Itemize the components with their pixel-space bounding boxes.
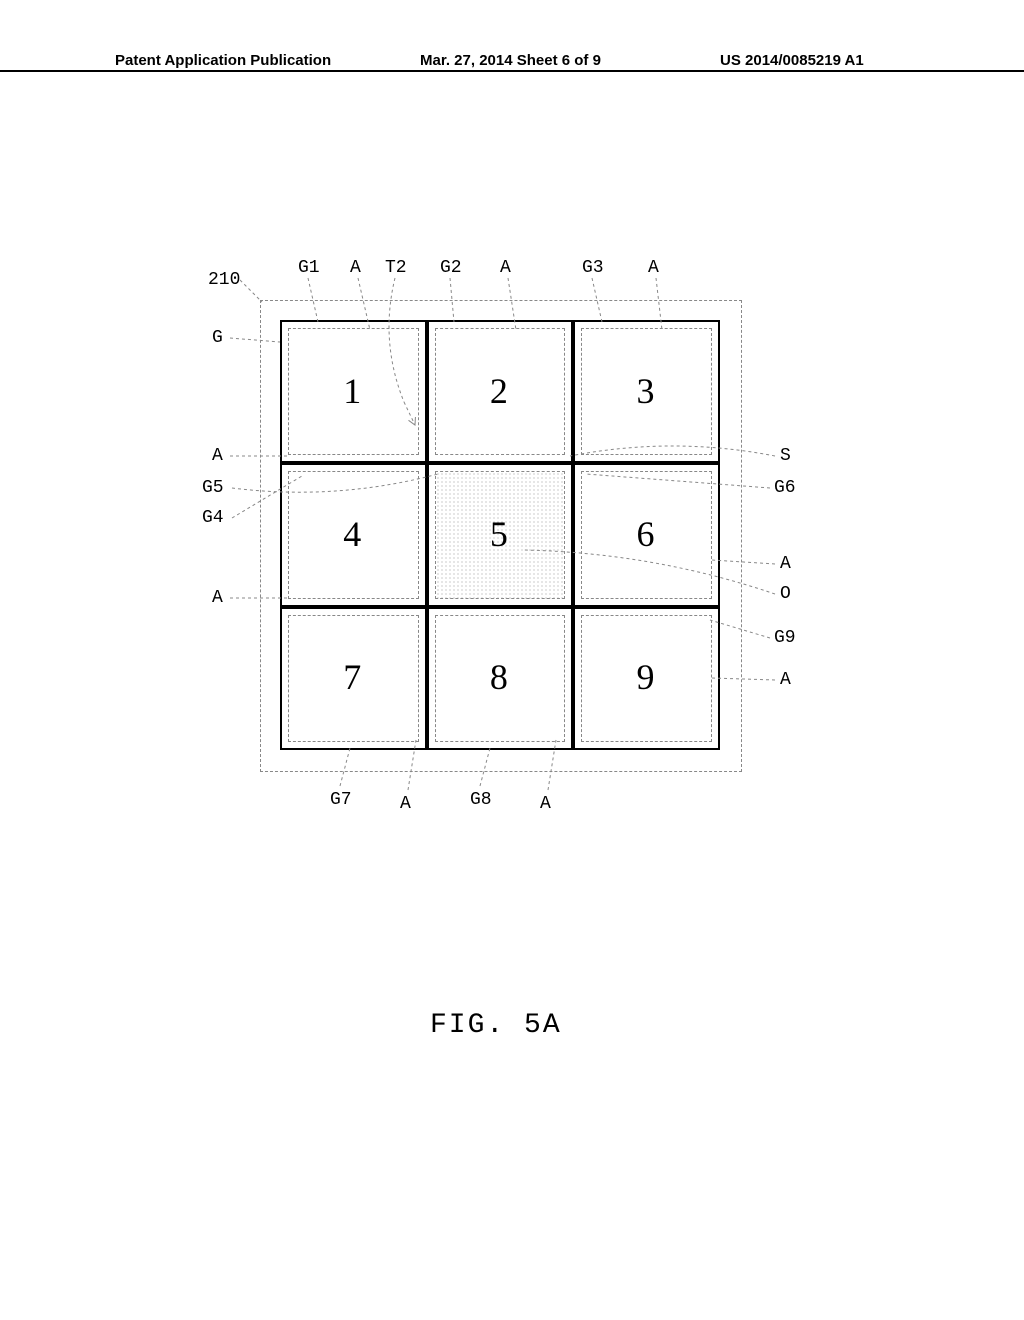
cell-number: 9 bbox=[637, 656, 655, 698]
cell-number: 2 bbox=[490, 370, 508, 412]
cell-number: 6 bbox=[637, 513, 655, 555]
header-rule bbox=[0, 70, 1024, 72]
ref-label: A bbox=[212, 588, 223, 608]
ref-label: G bbox=[212, 328, 223, 348]
ref-label: A bbox=[212, 446, 223, 466]
ref-label: G9 bbox=[774, 628, 796, 648]
header-right: US 2014/0085219 A1 bbox=[720, 52, 864, 69]
ref-label: G6 bbox=[774, 478, 796, 498]
ref-label: G7 bbox=[330, 790, 352, 810]
ref-label: G5 bbox=[202, 478, 224, 498]
ref-label: A bbox=[648, 258, 659, 278]
cell-number: 4 bbox=[343, 513, 361, 555]
ref-label: S bbox=[780, 446, 791, 466]
page: Patent Application Publication Mar. 27, … bbox=[0, 0, 1024, 1320]
ref-label: A bbox=[350, 258, 361, 278]
ref-label: G3 bbox=[582, 258, 604, 278]
ref-label: G1 bbox=[298, 258, 320, 278]
ref-label: A bbox=[400, 794, 411, 814]
cell-number: 3 bbox=[637, 370, 655, 412]
cell-number: 7 bbox=[343, 656, 361, 698]
ref-label: A bbox=[500, 258, 511, 278]
figure-area: 123456789 210G1AT2G2AG3AGAG5G4ASG6AOG9AG… bbox=[190, 260, 840, 820]
figure-caption: FIG. 5A bbox=[430, 1010, 562, 1041]
header-center: Mar. 27, 2014 Sheet 6 of 9 bbox=[420, 52, 601, 69]
cell-number: 1 bbox=[343, 370, 361, 412]
ref-label: 210 bbox=[208, 270, 240, 290]
ref-label: A bbox=[780, 670, 791, 690]
header-left: Patent Application Publication bbox=[115, 52, 331, 69]
ref-label: G2 bbox=[440, 258, 462, 278]
cell-number: 8 bbox=[490, 656, 508, 698]
ref-label: A bbox=[540, 794, 551, 814]
ref-label: A bbox=[780, 554, 791, 574]
cell-number: 5 bbox=[490, 513, 508, 555]
ref-label: O bbox=[780, 584, 791, 604]
ref-label: G4 bbox=[202, 508, 224, 528]
ref-label: T2 bbox=[385, 258, 407, 278]
ref-label: G8 bbox=[470, 790, 492, 810]
